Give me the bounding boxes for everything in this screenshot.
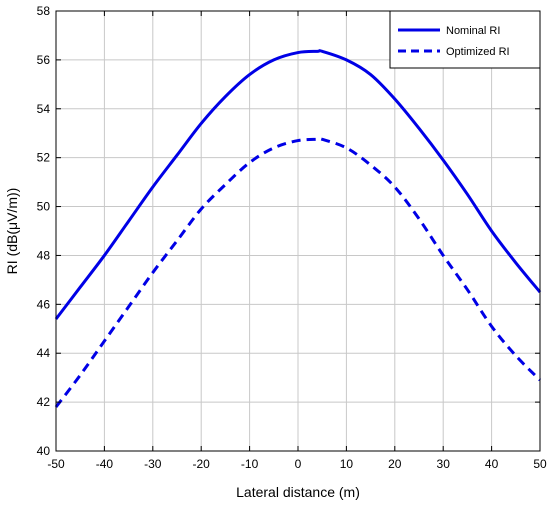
x-tick-label: 30 xyxy=(437,457,451,471)
x-tick-label: -30 xyxy=(144,457,162,471)
x-axis-label: Lateral distance (m) xyxy=(236,484,360,500)
y-tick-labels: 40 42 44 46 48 50 52 54 56 58 xyxy=(37,4,51,458)
legend: Nominal RI Optimized RI xyxy=(389,10,541,69)
y-tick-label: 40 xyxy=(37,444,51,458)
y-tick-label: 54 xyxy=(37,102,51,116)
x-tick-label: -40 xyxy=(96,457,114,471)
x-tick-label: -20 xyxy=(193,457,211,471)
y-tick-label: 44 xyxy=(37,346,51,360)
y-tick-label: 48 xyxy=(37,248,51,262)
x-tick-label: 0 xyxy=(295,457,302,471)
x-tick-label: 20 xyxy=(388,457,402,471)
legend-label-nominal: Nominal RI xyxy=(446,25,500,37)
x-tick-label: -10 xyxy=(241,457,259,471)
legend-label-optimized: Optimized RI xyxy=(446,46,510,58)
x-tick-labels: -50 -40 -30 -20 -10 0 10 20 30 40 50 xyxy=(47,457,547,471)
y-axis-label: RI (dB(μV/m)) xyxy=(4,188,20,275)
x-tick-label: -50 xyxy=(47,457,65,471)
y-tick-label: 42 xyxy=(37,395,51,409)
x-tick-label: 10 xyxy=(340,457,354,471)
y-tick-label: 46 xyxy=(37,297,51,311)
grid-lines xyxy=(56,11,540,451)
x-tick-label: 40 xyxy=(485,457,499,471)
y-tick-label: 58 xyxy=(37,4,51,18)
y-tick-label: 56 xyxy=(37,53,51,67)
series-line-nominal xyxy=(54,49,542,320)
y-tick-label: 50 xyxy=(37,200,51,214)
series-lines xyxy=(54,49,542,408)
legend-box xyxy=(389,10,541,69)
x-tick-label: 50 xyxy=(533,457,547,471)
y-tick-label: 52 xyxy=(37,151,51,165)
series-line-optimized xyxy=(54,137,542,408)
